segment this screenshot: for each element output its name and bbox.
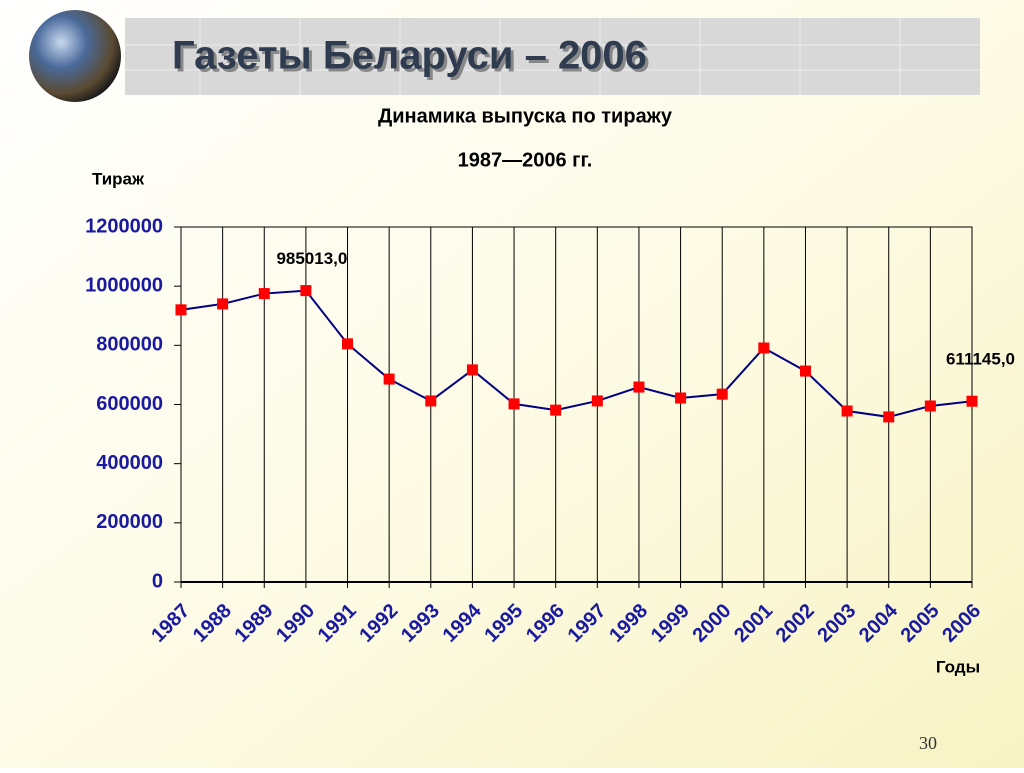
page-number: 30 <box>919 733 937 753</box>
y-axis-label: Тираж <box>92 169 145 188</box>
data-point <box>716 388 728 400</box>
data-point <box>550 404 562 416</box>
slide-title: Газеты Беларуси – 2006 <box>172 34 647 78</box>
chart-subtitle: 1987—2006 гг. <box>458 149 593 171</box>
data-point <box>591 395 603 407</box>
y-tick-label: 1200000 <box>85 215 163 237</box>
title-shadow: Газеты Беларуси – 2006 <box>175 37 650 81</box>
data-point <box>841 405 853 417</box>
data-point <box>758 342 770 354</box>
data-point <box>799 365 811 377</box>
series-line <box>180 289 973 418</box>
y-tick-label: 800000 <box>96 334 163 356</box>
data-label: 611145,0 <box>946 350 1015 369</box>
globe-icon <box>29 10 121 102</box>
data-point <box>883 411 895 423</box>
y-tick-label: 0 <box>152 570 163 592</box>
y-tick-label: 400000 <box>96 452 163 474</box>
y-tick-label: 600000 <box>96 393 163 415</box>
data-label: 985013,0 <box>276 249 347 268</box>
data-point <box>258 288 270 300</box>
data-point <box>383 373 395 385</box>
data-point <box>175 304 187 316</box>
data-point <box>633 381 645 393</box>
data-point <box>300 285 312 297</box>
chart-title: Динамика выпуска по тиражу <box>378 105 673 127</box>
y-tick-label: 1000000 <box>85 274 163 296</box>
data-point <box>966 395 978 407</box>
data-point <box>466 364 478 376</box>
data-point <box>425 395 437 407</box>
data-point <box>217 298 229 310</box>
header-band <box>125 18 980 95</box>
x-axis-label: Годы <box>936 657 980 676</box>
data-point <box>924 400 936 412</box>
data-point <box>508 398 520 410</box>
y-tick-label: 200000 <box>96 511 163 533</box>
data-point <box>342 338 354 350</box>
data-point <box>675 392 687 404</box>
header-map-grid <box>125 18 980 95</box>
